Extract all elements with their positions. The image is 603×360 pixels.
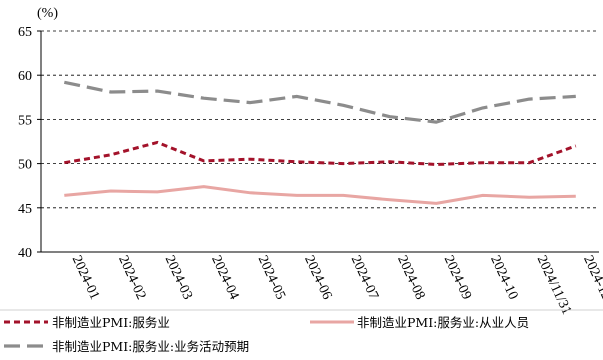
- x-tick-label-2024-03: 2024-03: [162, 253, 195, 302]
- y-tick-label-45: 45: [18, 202, 32, 217]
- series-line-2: [63, 80, 576, 124]
- y-tick-label-55: 55: [18, 113, 32, 128]
- x-tick-label-2024-07: 2024-07: [348, 253, 381, 302]
- y-axis-unit-label: (%): [37, 6, 58, 21]
- x-tick-label-2024-06: 2024-06: [301, 253, 334, 302]
- legend-item-employment: 非制造业PMI:服务业:从业人员: [310, 315, 529, 330]
- x-tick-label-2024-05: 2024-05: [255, 253, 288, 302]
- x-tick-label-2024-10: 2024-10: [487, 253, 520, 302]
- series-lines: [63, 80, 577, 205]
- y-tick-label-65: 65: [18, 25, 32, 40]
- x-tick-labels: 2024-01 2024-02 2024-03 2024-04 2024-05 2024-…: [69, 253, 603, 317]
- gridlines: [37, 30, 599, 253]
- series-line-1: [64, 185, 576, 205]
- x-tick-label-2024-01: 2024-01: [69, 253, 102, 302]
- series-line-0: [64, 140, 577, 166]
- x-tick-label-2024-08: 2024-08: [394, 253, 427, 302]
- y-tick-label-60: 60: [18, 69, 32, 84]
- legend-item-service-pmi: 非制造业PMI:服务业: [4, 315, 170, 330]
- x-tick-label-2024-12: 2024-12: [580, 253, 603, 302]
- y-tick-label-50: 50: [18, 158, 32, 173]
- x-tick-label-2024-02: 2024-02: [115, 253, 148, 302]
- legend: 非制造业PMI:服务业 非制造业PMI:服务业:从业人员 非制造业PMI:服务业…: [0, 309, 603, 354]
- axes: [40, 31, 599, 253]
- legend-item-business-expectation: 非制造业PMI:服务业:业务活动预期: [4, 339, 249, 354]
- x-tick-label-2024/11/31: 2024/11/31: [534, 253, 574, 317]
- y-tick-label-40: 40: [18, 246, 32, 261]
- x-tick-label-2024-04: 2024-04: [208, 253, 241, 302]
- x-tick-label-2024-09: 2024-09: [441, 253, 474, 302]
- legend-label-service-pmi: 非制造业PMI:服务业: [52, 315, 170, 330]
- legend-label-business-expectation: 非制造业PMI:服务业:业务活动预期: [52, 339, 249, 354]
- y-tick-labels: 40 45 50 55 60 65: [18, 25, 32, 261]
- legend-label-employment: 非制造业PMI:服务业:从业人员: [357, 315, 529, 330]
